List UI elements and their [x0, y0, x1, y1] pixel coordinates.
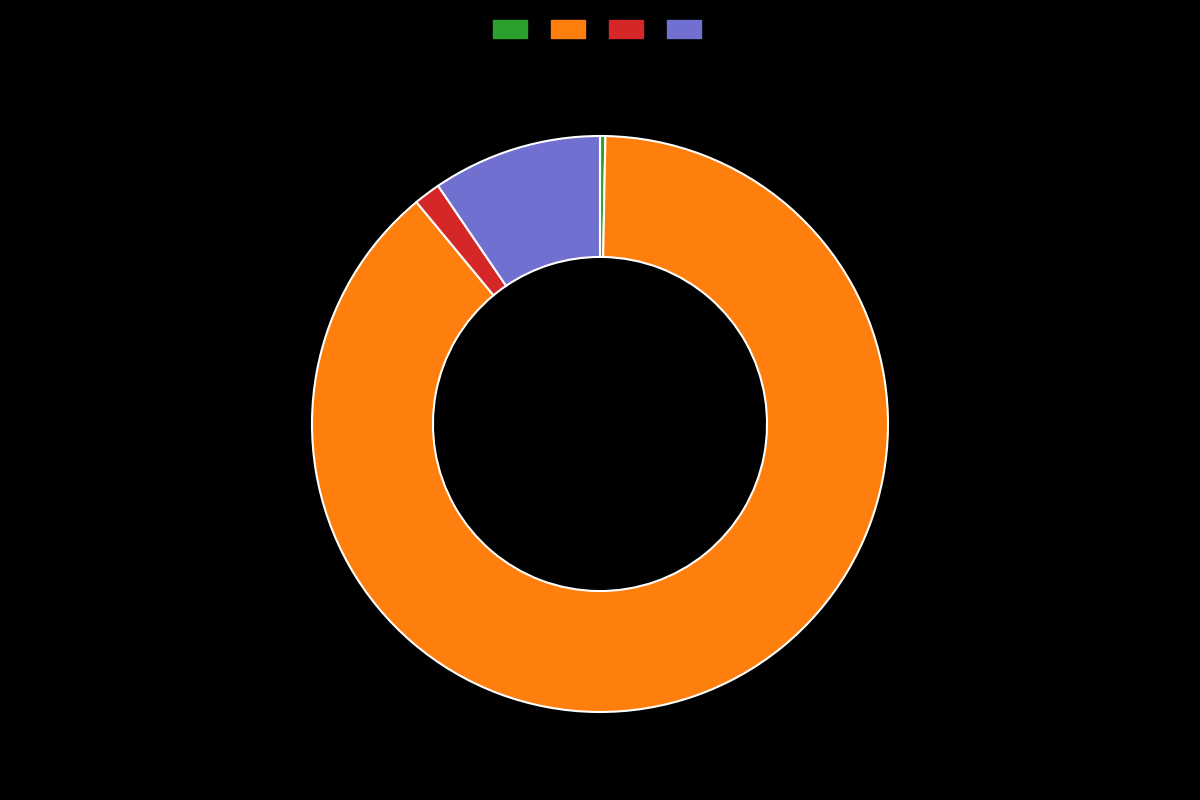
Wedge shape: [600, 136, 606, 257]
Wedge shape: [438, 136, 600, 286]
Legend: , , , : , , ,: [487, 14, 713, 44]
Wedge shape: [416, 186, 506, 295]
Wedge shape: [312, 136, 888, 712]
